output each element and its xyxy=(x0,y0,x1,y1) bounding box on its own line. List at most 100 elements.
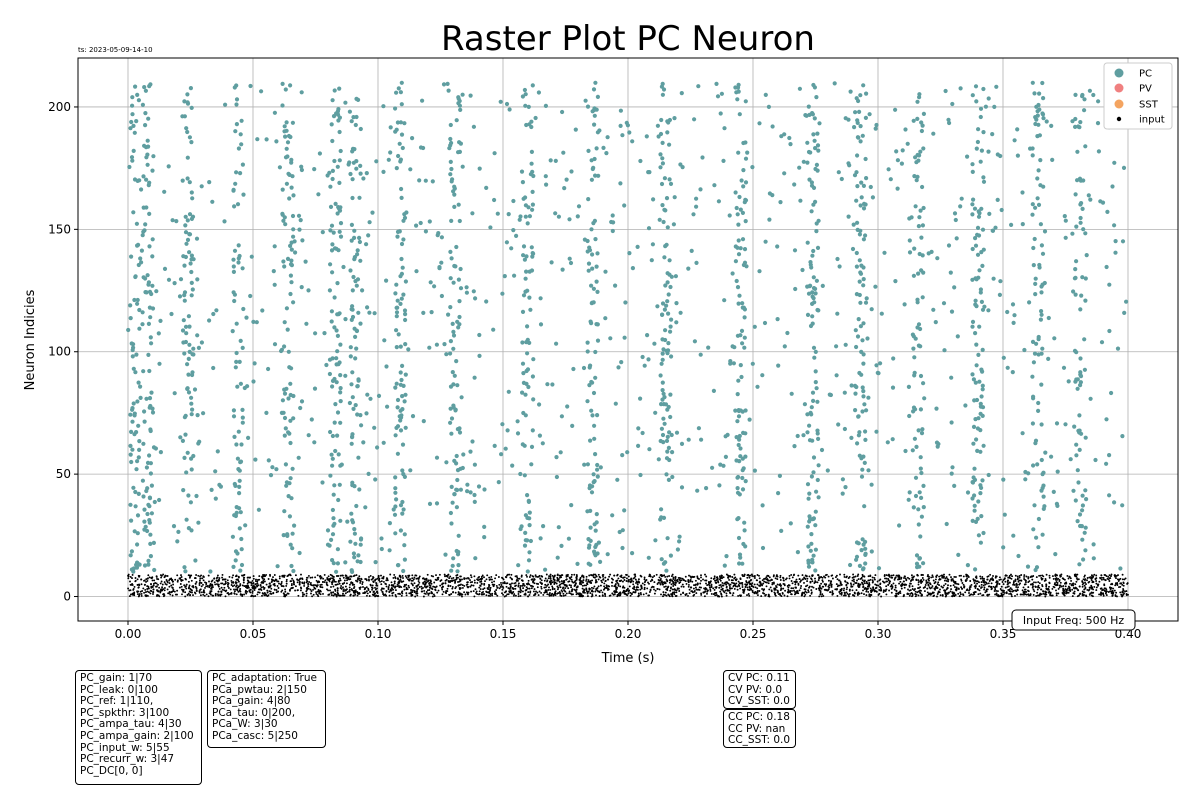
input-spike-point xyxy=(687,594,689,597)
input-spike-point xyxy=(153,579,156,582)
input-spike-point xyxy=(979,592,982,595)
input-spike-point xyxy=(1111,589,1114,592)
input-spike-point xyxy=(277,587,280,589)
pc-spike-point xyxy=(658,131,664,137)
pc-spike-point xyxy=(613,283,618,288)
input-spike-point xyxy=(500,581,502,584)
pc-spike-point xyxy=(592,113,597,118)
pc-spike-point xyxy=(970,480,976,485)
input-spike-point xyxy=(435,585,438,588)
pc-spike-point xyxy=(231,564,236,570)
pc-spike-point xyxy=(317,151,322,156)
input-spike-point xyxy=(995,594,998,596)
input-spike-point xyxy=(396,585,399,588)
pc-spike-point xyxy=(529,161,534,166)
pc-spike-point xyxy=(182,99,187,104)
pc-spike-point xyxy=(1033,276,1038,281)
pc-spike-point xyxy=(782,344,787,349)
pc-spike-point xyxy=(922,396,927,401)
pc-spike-point xyxy=(353,334,358,339)
pc-spike-point xyxy=(980,387,985,392)
pc-spike-point xyxy=(187,135,192,140)
pc-spike-point xyxy=(458,107,463,112)
pc-spike-point xyxy=(970,202,975,207)
pc-spike-point xyxy=(146,558,151,564)
pc-spike-point xyxy=(1084,253,1089,258)
pc-spike-point xyxy=(1113,239,1118,244)
pc-spike-point xyxy=(671,222,677,227)
pc-spike-point xyxy=(870,195,876,200)
pc-spike-point xyxy=(287,365,292,370)
input-spike-point xyxy=(147,574,150,577)
pc-spike-point xyxy=(427,345,432,350)
input-spike-point xyxy=(342,586,344,589)
pc-spike-point xyxy=(211,311,216,317)
pc-spike-point xyxy=(350,483,355,488)
input-spike-point xyxy=(595,579,597,581)
pc-spike-point xyxy=(859,349,864,354)
pc-spike-point xyxy=(1104,264,1109,270)
pc-spike-point xyxy=(335,112,341,117)
pc-spike-point xyxy=(636,426,641,431)
input-spike-point xyxy=(1000,593,1003,596)
pc-spike-point xyxy=(664,438,670,443)
pc-spike-point xyxy=(843,116,848,121)
pc-spike-point xyxy=(399,80,404,85)
input-spike-point xyxy=(158,586,161,589)
pc-spike-point xyxy=(238,338,243,343)
input-spike-point xyxy=(950,576,952,579)
input-spike-point xyxy=(978,585,981,588)
pc-spike-point xyxy=(1041,494,1046,499)
pc-spike-point xyxy=(658,373,663,378)
pc-spike-point xyxy=(912,436,918,441)
input-spike-point xyxy=(470,584,473,587)
pc-spike-point xyxy=(617,529,622,535)
pc-spike-point xyxy=(678,310,683,315)
input-spike-point xyxy=(494,577,497,580)
input-spike-point xyxy=(173,590,176,593)
input-spike-point xyxy=(385,577,388,580)
input-spike-point xyxy=(671,573,674,576)
input-spike-point xyxy=(1067,577,1070,580)
pc-spike-point xyxy=(742,315,747,320)
pc-spike-point xyxy=(974,437,979,442)
pc-spike-point xyxy=(139,187,144,192)
input-spike-point xyxy=(628,585,631,588)
input-spike-point xyxy=(909,589,912,592)
pc-spike-point xyxy=(647,447,652,452)
input-spike-point xyxy=(278,577,281,580)
pc-spike-point xyxy=(971,441,976,446)
input-spike-point xyxy=(567,580,570,583)
pc-spike-point xyxy=(757,121,762,126)
pc-spike-point xyxy=(388,125,393,130)
pc-spike-point xyxy=(296,213,302,218)
pc-spike-point xyxy=(593,544,598,550)
pc-spike-point xyxy=(860,409,865,414)
pc-spike-point xyxy=(711,388,717,393)
input-spike-point xyxy=(413,576,416,579)
input-spike-point xyxy=(1082,582,1085,585)
input-spike-point xyxy=(985,590,988,593)
pc-spike-point xyxy=(527,214,533,219)
pc-spike-point xyxy=(148,315,153,320)
pc-spike-point xyxy=(980,347,985,352)
pc-spike-point xyxy=(976,233,982,238)
input-spike-point xyxy=(1048,585,1050,588)
pc-spike-point xyxy=(468,93,473,98)
input-spike-point xyxy=(791,582,794,585)
pc-spike-point xyxy=(980,405,986,410)
pc-spike-point xyxy=(449,166,454,172)
pc-spike-point xyxy=(857,430,862,435)
input-spike-point xyxy=(695,588,698,591)
pc-spike-point xyxy=(1020,431,1025,436)
input-spike-point xyxy=(840,593,843,596)
pc-spike-point xyxy=(808,517,813,522)
pc-spike-point xyxy=(1109,390,1114,396)
input-spike-point xyxy=(200,591,203,594)
pc-spike-point xyxy=(283,426,288,431)
input-spike-point xyxy=(960,574,962,577)
pc-spike-point xyxy=(970,372,975,377)
pc-spike-point xyxy=(147,504,152,509)
pc-spike-point xyxy=(428,280,433,285)
pc-spike-point xyxy=(289,185,294,190)
